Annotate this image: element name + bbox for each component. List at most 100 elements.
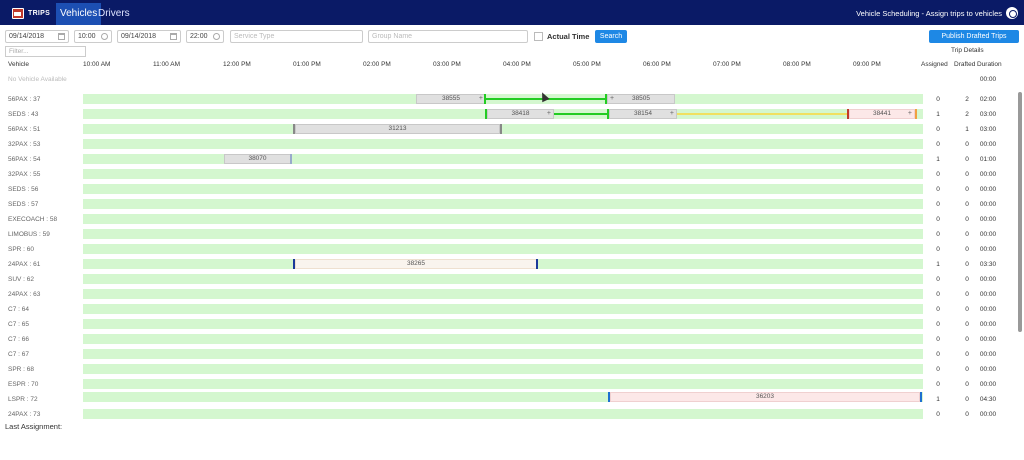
vehicle-timeline-row[interactable] [83, 379, 923, 389]
start-time-input[interactable]: 10:00 [74, 30, 112, 43]
vehicle-timeline-row[interactable] [83, 139, 923, 149]
publish-drafted-trips-button[interactable]: Publish Drafted Trips [929, 30, 1019, 43]
drafted-count: 1 [965, 126, 969, 133]
vehicle-label: 56PAX : 51 [8, 126, 41, 133]
duration-count: 00:00 [979, 276, 997, 283]
brand[interactable]: TRIPS [12, 6, 50, 20]
duration-count: 01:00 [979, 156, 997, 163]
vertical-scrollbar[interactable] [1018, 92, 1022, 332]
duration-count: 00:00 [979, 336, 997, 343]
drafted-count: 0 [965, 261, 969, 268]
assigned-count: 0 [936, 171, 940, 178]
duration-count: 00:00 [979, 381, 997, 388]
plus-icon[interactable]: + [669, 110, 674, 117]
vehicle-timeline-row[interactable] [83, 392, 923, 402]
trip-block[interactable]: 38265 [295, 259, 537, 269]
vehicle-timeline-row[interactable] [83, 409, 923, 419]
trip-block[interactable]: 38441 + [849, 109, 915, 119]
plus-icon[interactable]: + [546, 110, 551, 117]
trip-block[interactable]: 38154 + [609, 109, 677, 119]
end-time-input[interactable]: 22:00 [186, 30, 224, 43]
end-date-value: 09/14/2018 [121, 33, 157, 40]
assigned-count: 0 [936, 321, 940, 328]
vehicle-timeline-row[interactable] [83, 244, 923, 254]
tab-drivers[interactable]: Drivers [98, 8, 130, 19]
vehicle-label: EXECOACH : 58 [8, 216, 58, 223]
trip-block[interactable]: + 38505 [607, 94, 675, 104]
trip-block[interactable]: 38555 + [416, 94, 486, 104]
drafted-count: 0 [965, 306, 969, 313]
vehicle-timeline-row[interactable] [83, 349, 923, 359]
trip-id: 38265 [406, 260, 426, 267]
user-icon[interactable] [1006, 7, 1018, 19]
tab-vehicles[interactable]: Vehicles [56, 3, 102, 25]
time-header: 03:00 PM [433, 61, 461, 68]
vehicle-label: LSPR : 72 [8, 396, 38, 403]
duration-count: 00:00 [979, 231, 997, 238]
drafted-count: 0 [965, 366, 969, 373]
trip-block[interactable]: 31213 [295, 124, 500, 134]
clock-icon[interactable] [101, 33, 108, 40]
vehicle-timeline-row[interactable] [83, 214, 923, 224]
vehicle-label: C7 : 66 [8, 336, 29, 343]
assigned-count: 1 [936, 396, 940, 403]
assigned-count: 0 [936, 96, 940, 103]
vehicle-timeline-row[interactable] [83, 364, 923, 374]
time-header: 02:00 PM [363, 61, 391, 68]
drafted-count: 0 [965, 291, 969, 298]
vehicle-timeline-row[interactable] [83, 334, 923, 344]
search-button[interactable]: Search [595, 30, 627, 43]
vehicle-timeline-row[interactable] [83, 199, 923, 209]
trip-edge [920, 392, 922, 402]
drafted-count: 0 [965, 321, 969, 328]
trip-block[interactable]: 38418 + [487, 109, 554, 119]
duration-header: Duration [977, 61, 1002, 68]
vehicle-timeline-row[interactable] [83, 319, 923, 329]
drafted-count: 0 [965, 201, 969, 208]
vehicle-timeline-row[interactable] [83, 169, 923, 179]
start-date-input[interactable]: 09/14/2018 [5, 30, 69, 43]
drafted-count: 2 [965, 96, 969, 103]
vehicle-label: SEDS : 56 [8, 186, 39, 193]
plus-icon[interactable]: + [610, 95, 615, 102]
calendar-icon[interactable] [58, 33, 65, 40]
vehicle-timeline-row[interactable] [83, 124, 923, 134]
clock-icon[interactable] [213, 33, 220, 40]
vehicle-label: 24PAX : 63 [8, 291, 41, 298]
vehicle-timeline-row[interactable] [83, 304, 923, 314]
actual-time-checkbox[interactable] [534, 32, 543, 41]
trip-id: 38441 [872, 110, 892, 117]
trip-block[interactable]: 36203 [610, 392, 920, 402]
group-name-input[interactable]: Group Name [368, 30, 528, 43]
vehicle-label: 32PAX : 55 [8, 171, 41, 178]
actual-time-label: Actual Time [547, 32, 590, 41]
plus-icon[interactable]: + [478, 95, 483, 102]
time-header: 09:00 PM [853, 61, 881, 68]
vehicle-timeline-row[interactable] [83, 274, 923, 284]
end-date-input[interactable]: 09/14/2018 [117, 30, 181, 43]
vehicle-timeline-row[interactable] [83, 154, 923, 164]
vehicle-timeline-row[interactable] [83, 229, 923, 239]
vehicle-label: 56PAX : 54 [8, 156, 41, 163]
vehicle-label: SPR : 60 [8, 246, 35, 253]
duration-count: 00:00 [979, 291, 997, 298]
duration-count: 00:00 [979, 246, 997, 253]
trip-edge [293, 259, 295, 269]
trip-block[interactable]: 38070 [224, 154, 291, 164]
time-header: 07:00 PM [713, 61, 741, 68]
duration-count: 04:30 [979, 396, 997, 403]
vehicle-timeline-row[interactable] [83, 184, 923, 194]
vehicle-label: C7 : 65 [8, 321, 29, 328]
assigned-count: 0 [936, 246, 940, 253]
drafted-count: 0 [965, 276, 969, 283]
vehicle-timeline-row[interactable] [83, 289, 923, 299]
service-type-input[interactable]: Service Type [230, 30, 363, 43]
plus-icon[interactable]: + [907, 110, 912, 117]
trip-edge [485, 109, 487, 119]
vehicle-label: LIMOBUS : 59 [8, 231, 50, 238]
assigned-count: 0 [936, 231, 940, 238]
vehicle-label: 24PAX : 73 [8, 411, 41, 418]
calendar-icon[interactable] [170, 33, 177, 40]
filter-input[interactable]: Filter... [5, 46, 86, 57]
drafted-header: Drafted [954, 61, 976, 68]
